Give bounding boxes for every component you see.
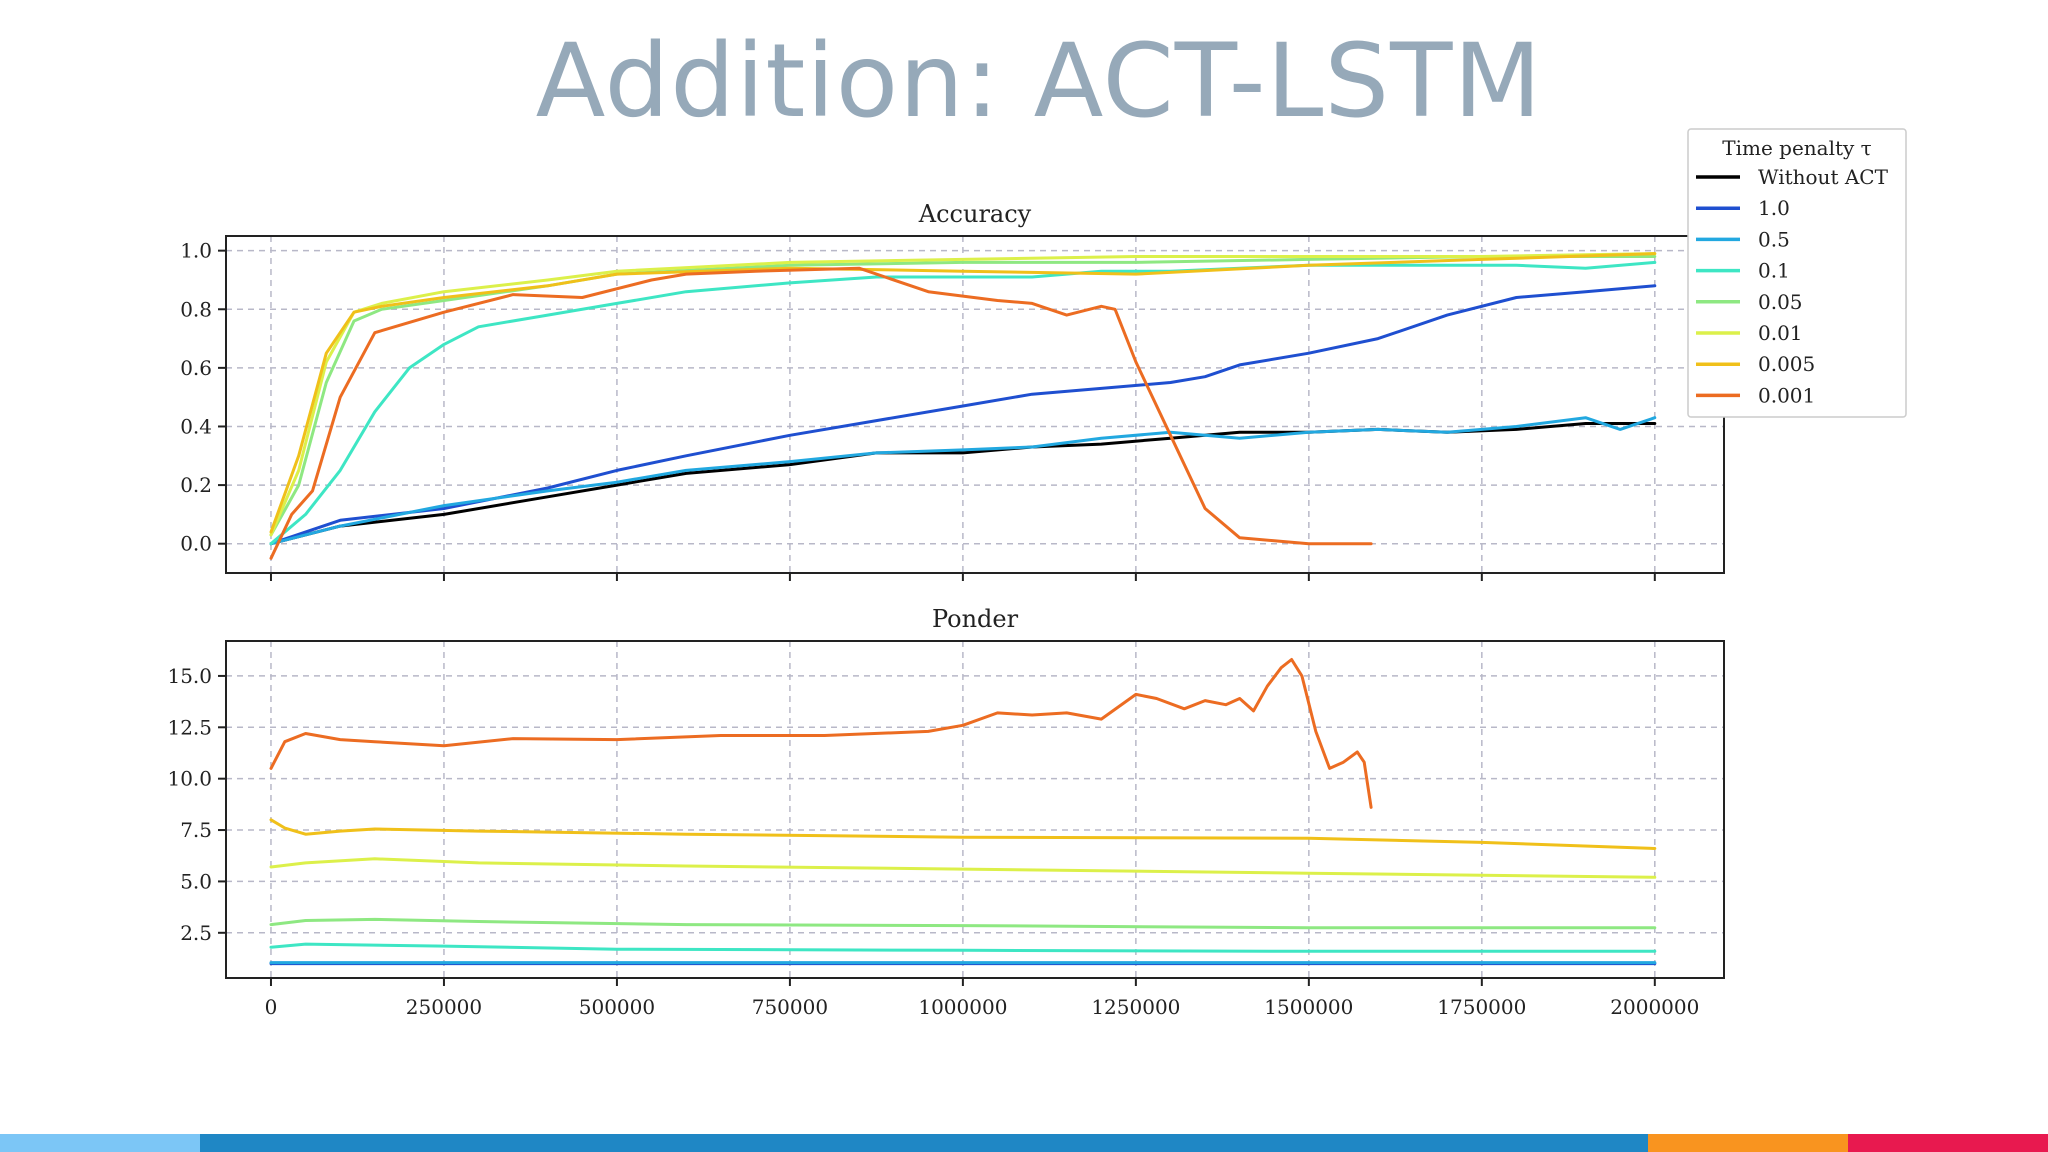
bar-segment-orange — [1648, 1134, 1848, 1152]
series-line-0-7 — [269, 266, 1373, 560]
xtick-label-8: 2000000 — [1610, 995, 1699, 1019]
series-line-0-2 — [269, 416, 1657, 546]
panel-frame-1 — [225, 640, 1725, 979]
legend-label-6: 0.005 — [1758, 352, 1815, 376]
ytick-label-0-4: 0.8 — [180, 297, 212, 321]
ytick-label-0-3: 0.6 — [180, 356, 212, 380]
series-line-0-3 — [269, 260, 1657, 546]
ytick-label-1-3: 10.0 — [167, 767, 212, 791]
panel-title-0: Accuracy — [918, 200, 1032, 228]
ytick-label-1-2: 7.5 — [180, 818, 212, 842]
xtick-label-5: 1250000 — [1091, 995, 1180, 1019]
series-line-1-4 — [269, 917, 1657, 930]
series-line-0-5 — [269, 252, 1657, 537]
series-line-1-6 — [269, 818, 1657, 850]
legend-label-2: 0.5 — [1758, 227, 1790, 251]
legend-label-3: 0.1 — [1758, 259, 1790, 283]
ytick-label-1-5: 15.0 — [167, 664, 212, 688]
ytick-label-1-1: 5.0 — [180, 869, 212, 893]
legend-label-1: 1.0 — [1758, 196, 1790, 220]
legend-title: Time penalty τ — [1722, 136, 1872, 160]
legend-label-7: 0.001 — [1758, 383, 1815, 407]
legend-label-0: Without ACT — [1758, 165, 1889, 189]
ytick-label-0-2: 0.4 — [180, 414, 212, 438]
xtick-label-2: 500000 — [579, 995, 655, 1019]
xtick-label-7: 1750000 — [1437, 995, 1526, 1019]
xtick-label-3: 750000 — [752, 995, 828, 1019]
series-line-0-1 — [269, 284, 1657, 546]
ytick-label-0-0: 0.0 — [180, 532, 212, 556]
legend-label-4: 0.05 — [1758, 290, 1803, 314]
series-line-1-3 — [269, 942, 1657, 953]
slide-title: Addition: ACT-LSTM — [535, 22, 1543, 141]
ytick-label-0-5: 1.0 — [180, 239, 212, 263]
ytick-label-0-1: 0.2 — [180, 473, 212, 497]
bar-segment-red — [1848, 1134, 2048, 1152]
bar-segment-blue — [200, 1134, 1648, 1152]
ytick-label-1-4: 12.5 — [167, 715, 212, 739]
ytick-label-1-0: 2.5 — [180, 921, 212, 945]
panel-title-1: Ponder — [932, 605, 1019, 633]
bottom-color-bar — [0, 1134, 2048, 1152]
xtick-label-4: 1000000 — [918, 995, 1007, 1019]
xtick-label-0: 0 — [265, 995, 278, 1019]
legend-box — [1687, 128, 1907, 418]
bar-segment-light-blue — [0, 1134, 200, 1152]
xtick-label-6: 1500000 — [1264, 995, 1353, 1019]
xtick-label-1: 250000 — [406, 995, 482, 1019]
legend-label-5: 0.01 — [1758, 321, 1803, 345]
series-line-0-6 — [269, 252, 1657, 534]
series-line-1-7 — [269, 658, 1373, 809]
series-line-1-5 — [269, 857, 1657, 879]
